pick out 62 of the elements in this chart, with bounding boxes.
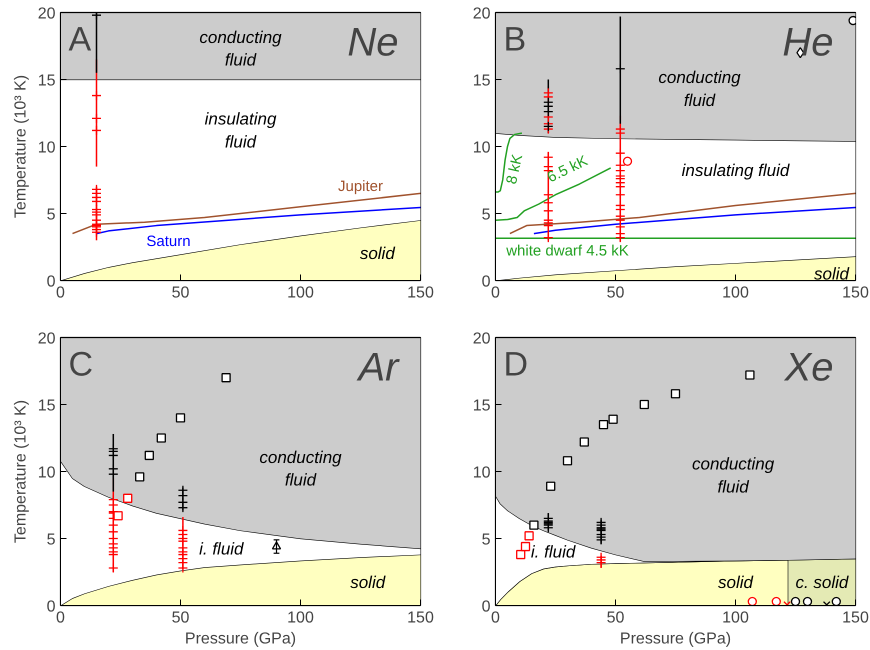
x-tick-label: 50	[172, 284, 190, 302]
annotation: conducting fluid	[692, 454, 775, 496]
series-label: Saturn	[146, 233, 191, 250]
series-label: white dwarf 4.5 kK	[505, 242, 629, 260]
chart-subtitle: Ar	[356, 346, 400, 390]
annotation: conducting fluid	[259, 448, 342, 490]
x-tick-label: 50	[172, 610, 190, 626]
chart-title: C	[68, 346, 94, 384]
y-tick-label: 10	[472, 464, 491, 482]
annotation: insulating fluid	[682, 161, 790, 180]
y-tick-label: 20	[38, 330, 56, 348]
annotation: solid	[718, 573, 754, 592]
y-tick-label: 5	[482, 206, 491, 224]
annotation: c. solid	[795, 573, 849, 592]
x-tick-label: 50	[606, 610, 624, 626]
y-tick-label: 20	[38, 6, 56, 22]
x-tick-label: 150	[842, 284, 869, 302]
y-tick-label: 10	[472, 140, 491, 156]
chart-subtitle: Ne	[347, 20, 399, 64]
series-label: Jupiter	[338, 178, 384, 196]
y-tick-label: 10	[38, 140, 56, 156]
y-axis-title: Temperature (10³ K)	[12, 400, 30, 544]
annotation: i. fluid	[199, 540, 244, 559]
y-tick-label: 0	[46, 274, 56, 290]
y-tick-label: 5	[482, 532, 491, 548]
x-tick-label: 100	[287, 284, 314, 302]
x-tick-label: 50	[606, 284, 624, 302]
y-tick-label: 0	[46, 598, 56, 616]
y-tick-label: 10	[38, 464, 56, 482]
y-tick-label: 15	[472, 398, 491, 414]
y-tick-label: 20	[472, 6, 491, 22]
x-tick-label: 150	[407, 284, 434, 302]
x-tick-label: 150	[407, 610, 434, 626]
annotation: conducting fluid	[199, 28, 282, 70]
annotation: solid	[814, 264, 850, 284]
text: 8 kK	[503, 152, 526, 186]
x-tick-label: 100	[287, 610, 314, 626]
y-tick-label: 0	[482, 274, 491, 290]
annotation: solid	[350, 573, 386, 592]
chart-subtitle: He	[782, 20, 834, 64]
chart-title: A	[68, 20, 92, 58]
x-tick-label: 100	[722, 610, 749, 626]
y-tick-label: 15	[38, 72, 56, 90]
x-tick-label: 100	[722, 284, 749, 302]
x-axis-title: Pressure (GPa)	[184, 630, 296, 648]
annotation: conducting fluid	[658, 68, 742, 110]
annotation: insulating fluid	[204, 110, 277, 152]
annotation: i. fluid	[530, 542, 576, 562]
y-tick-label: 15	[472, 72, 491, 90]
y-tick-label: 15	[38, 398, 56, 414]
y-tick-label: 0	[482, 598, 491, 616]
chart-title: D	[504, 346, 528, 384]
y-tick-label: 5	[46, 206, 56, 224]
x-axis-title: Pressure (GPa)	[620, 630, 732, 648]
text: 6.5 kK	[544, 152, 590, 186]
chart-title: B	[504, 20, 526, 58]
y-tick-label: 20	[472, 330, 491, 348]
y-tick-label: 5	[46, 532, 56, 548]
chart-subtitle: Xe	[784, 346, 834, 390]
y-axis-title: Temperature (10³ K)	[12, 74, 30, 218]
x-tick-label: 150	[842, 610, 869, 626]
annotation: solid	[360, 244, 396, 264]
